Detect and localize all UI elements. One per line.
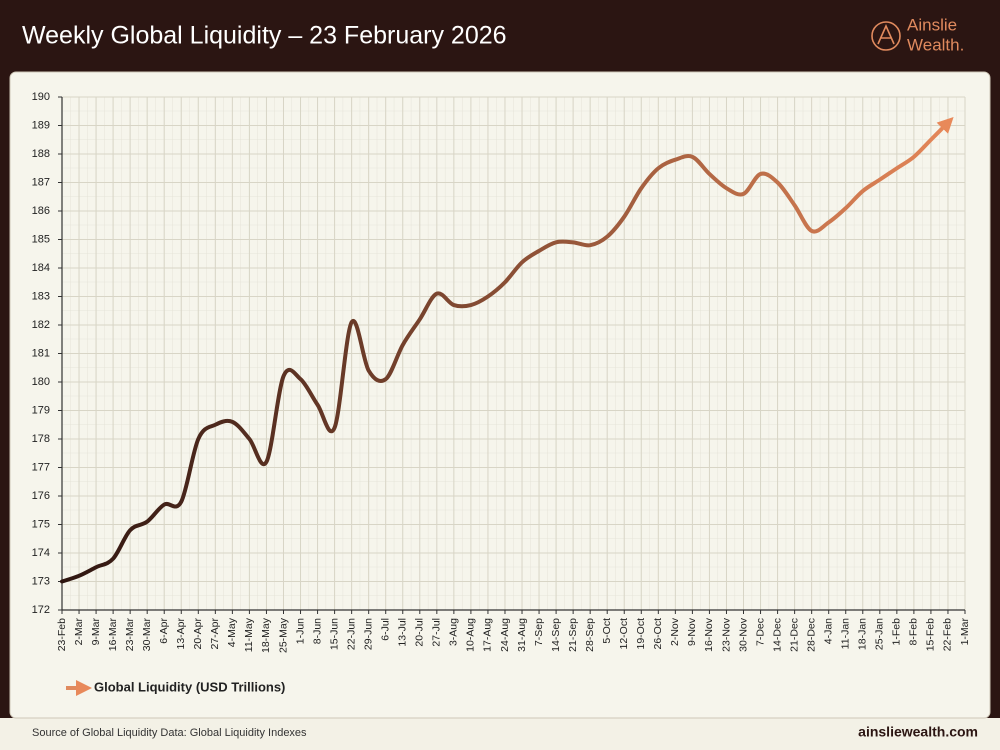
- x-tick-label: 25-Jan: [874, 618, 886, 650]
- x-tick-label: 20-Apr: [192, 617, 204, 649]
- x-tick-label: 26-Oct: [652, 618, 664, 650]
- x-tick-label: 19-Oct: [635, 618, 647, 650]
- x-tick-label: 28-Sep: [584, 618, 596, 652]
- y-tick-label: 173: [32, 575, 50, 587]
- logo-glyph: [877, 24, 895, 45]
- legend-label: Global Liquidity (USD Trillions): [94, 679, 285, 694]
- x-tick-label: 1-Feb: [891, 618, 903, 646]
- x-tick-label: 21-Sep: [567, 618, 579, 652]
- x-tick-label: 10-Aug: [465, 618, 477, 652]
- x-tick-label: 15-Feb: [925, 618, 937, 651]
- y-tick-label: 178: [32, 433, 50, 445]
- x-tick-label: 29-Jun: [362, 618, 374, 650]
- x-tick-label: 31-Aug: [516, 618, 528, 652]
- x-tick-label: 23-Feb: [56, 618, 68, 651]
- x-tick-label: 4-May: [226, 617, 238, 647]
- y-tick-label: 183: [32, 290, 50, 302]
- x-tick-label: 9-Mar: [90, 617, 102, 645]
- x-tick-label: 1-Jun: [294, 618, 306, 644]
- y-tick-label: 186: [32, 205, 50, 217]
- x-tick-label: 2-Mar: [73, 617, 85, 645]
- y-tick-label: 184: [32, 262, 50, 274]
- x-tick-label: 13-Jul: [397, 618, 409, 647]
- y-tick-label: 182: [32, 319, 50, 331]
- x-tick-label: 30-Nov: [737, 617, 749, 652]
- y-tick-label: 175: [32, 518, 50, 530]
- y-tick-label: 172: [32, 604, 50, 616]
- x-tick-label: 27-Apr: [209, 617, 221, 649]
- y-tick-label: 188: [32, 148, 50, 160]
- website: ainsliewealth.com: [858, 724, 978, 740]
- x-tick-label: 13-Apr: [175, 617, 187, 649]
- footer-band: [0, 718, 1000, 750]
- line-series: [60, 116, 954, 584]
- y-tick-label: 177: [32, 461, 50, 473]
- x-tick-label: 14-Dec: [771, 618, 783, 652]
- brand-name: Ainslie: [907, 15, 957, 34]
- y-tick-label: 176: [32, 490, 50, 502]
- x-tick-label: 11-May: [243, 617, 255, 652]
- x-tick-label: 6-Apr: [158, 618, 170, 644]
- x-tick-label: 30-Mar: [141, 618, 153, 652]
- x-tick-label: 23-Mar: [124, 618, 136, 652]
- x-tick-label: 7-Dec: [754, 618, 766, 646]
- y-tick-label: 174: [32, 547, 50, 559]
- x-tick-label: 3-Aug: [448, 618, 460, 646]
- x-tick-label: 18-May: [260, 617, 272, 653]
- x-tick-label: 7-Sep: [533, 618, 545, 646]
- y-tick-label: 185: [32, 233, 50, 245]
- x-tick-label: 2-Nov: [669, 617, 681, 646]
- x-tick-label: 21-Dec: [788, 618, 800, 652]
- x-tick-label: 15-Jun: [328, 618, 340, 650]
- x-tick-label: 1-Mar: [959, 617, 971, 645]
- x-tick-label: 4-Jan: [822, 618, 834, 644]
- y-tick-label: 187: [32, 176, 50, 188]
- x-tick-label: 27-Jul: [431, 618, 443, 647]
- x-tick-label: 18-Jan: [857, 618, 869, 650]
- x-tick-label: 16-Nov: [703, 617, 715, 652]
- x-tick-label: 8-Jun: [311, 618, 323, 644]
- chart-title: Weekly Global Liquidity – 23 February 20…: [22, 22, 507, 50]
- x-tick-label: 14-Sep: [550, 618, 562, 652]
- x-tick-label: 22-Feb: [942, 618, 954, 651]
- x-tick-label: 24-Aug: [499, 618, 511, 652]
- x-tick-label: 5-Oct: [601, 618, 613, 644]
- x-tick-label: 28-Dec: [805, 618, 817, 652]
- x-tick-label: 9-Nov: [686, 617, 698, 646]
- x-tick-label: 22-Jun: [345, 618, 357, 650]
- x-tick-label: 23-Nov: [720, 617, 732, 652]
- y-tick-label: 179: [32, 404, 50, 416]
- y-tick-label: 181: [32, 347, 50, 359]
- source-note: Source of Global Liquidity Data: Global …: [32, 727, 307, 739]
- logo-icon: [871, 21, 901, 51]
- brand-name: Wealth.: [907, 35, 964, 54]
- x-tick-label: 12-Oct: [618, 618, 630, 650]
- x-tick-label: 11-Jan: [840, 618, 852, 649]
- x-tick-label: 20-Jul: [414, 618, 426, 647]
- x-tick-label: 6-Jul: [379, 618, 391, 641]
- y-tick-label: 190: [32, 91, 50, 103]
- x-tick-label: 25-May: [277, 617, 289, 653]
- x-tick-label: 8-Feb: [908, 618, 920, 646]
- x-tick-label: 17-Aug: [482, 618, 494, 652]
- y-tick-label: 180: [32, 376, 50, 388]
- y-tick-label: 189: [32, 119, 50, 131]
- x-tick-label: 16-Mar: [107, 618, 119, 652]
